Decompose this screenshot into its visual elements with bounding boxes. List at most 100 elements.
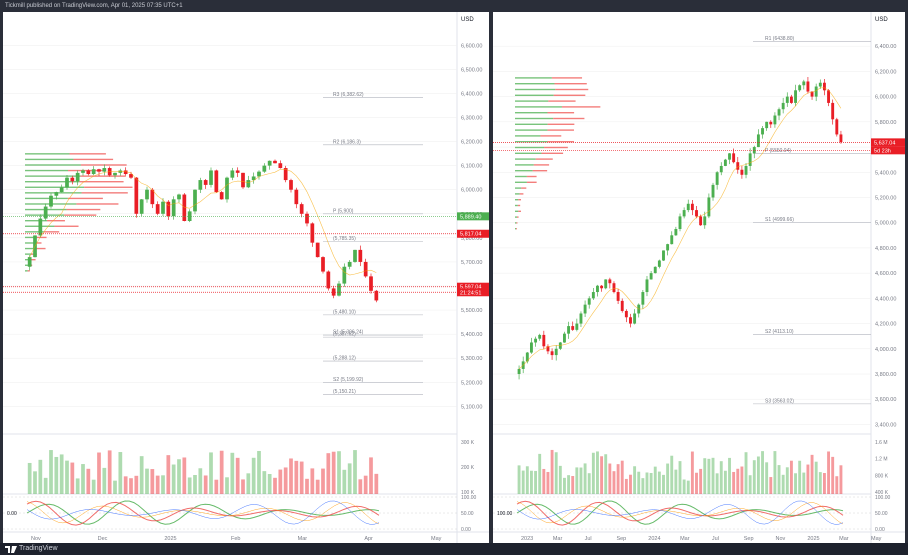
volume-profile-bar-buy [25,169,69,172]
volume-profile-bar-sell [517,204,521,207]
volume-profile-bar-sell [532,170,548,172]
volume-bar [246,473,251,494]
volume-bar [161,475,165,494]
volume-bar [736,468,740,494]
volume-profile-bar-buy [515,152,542,154]
time-axis-label: 2024 [648,536,660,542]
volume-profile-bar-buy [515,135,541,137]
volume-bar [353,450,357,494]
volume-bar [155,475,160,494]
time-axis-label: Nov [31,536,41,542]
time-axis-label: Dec [98,536,108,542]
volume-bar [257,450,261,494]
volume-bar [262,471,267,494]
chart-panel-right[interactable]: 6,400.006,200.006,000.005,800.005,600.00… [493,12,905,543]
time-axis-label: May [871,536,882,542]
candle-body [91,169,96,175]
price-tick-label: 6,600.00 [461,43,482,49]
pivot-label: (5,480.10) [333,309,356,315]
volume-profile-bar-buy [515,141,548,143]
pivot-label: S2 (4113.10) [765,329,794,335]
volume-profile-bar-buy [25,220,47,222]
candle-body [113,172,117,176]
candle-body [579,313,583,324]
volume-profile-bar-sell [34,242,42,244]
candle-body [193,189,197,212]
volume-bar [337,451,341,494]
candle-body [789,96,793,103]
volume-profile-bar-sell [36,236,47,239]
candle-body [670,235,674,245]
volume-bar [798,460,802,494]
candle-body [321,257,325,272]
volume-bar [587,473,591,494]
candle-body [752,147,756,154]
volume-bar [363,475,368,494]
pivot-label: S3 (3563.02) [765,398,794,404]
candle-body [839,134,843,142]
volume-bar [542,468,546,494]
volume-bar [769,477,773,494]
volume-bar [839,465,843,494]
candle-body [678,216,682,229]
volume-tick-label: 100 K [461,490,475,496]
volume-bar [241,479,245,494]
volume-bar [711,457,715,494]
price-tick-label: 5,700.00 [461,260,482,266]
price-tick-label: 6,000.00 [875,95,896,101]
oscillator-left-label: 0.00 [7,511,17,517]
candle-body [38,218,43,236]
pivot-label: S1 (5,396.24) [333,330,364,336]
oscillator-tick-label: 0.00 [875,527,885,533]
candle-body [278,163,283,169]
price-tag-label: 21:24:51 [460,290,481,296]
candle-body [347,261,352,267]
volume-bar [649,472,653,494]
pivot-label: R1 (6438.80) [765,36,795,42]
candle-body [645,279,649,293]
candle-body [719,165,723,173]
volume-bar [657,471,661,494]
volume-bar [321,468,325,494]
volume-bar [600,456,604,494]
candle-body [102,168,107,172]
candle-body [251,176,256,181]
candle-body [65,177,69,188]
price-tick-label: 5,800.00 [875,120,896,126]
candle-body [653,266,657,274]
chart-right[interactable]: 6,400.006,200.006,000.005,800.005,600.00… [493,12,905,543]
candle-body [682,210,686,217]
volume-bar [358,479,363,494]
price-tag-box [871,138,905,147]
candle-body [267,160,272,166]
volume-bar [802,472,806,494]
oscillator-tick-label: 50.00 [875,511,888,517]
volume-bar [134,475,139,494]
price-tick-label: 3,400.00 [875,422,896,428]
volume-bar [251,457,256,494]
candle-body [145,189,149,200]
candle-body [707,197,711,217]
candle-body [70,177,75,182]
volume-profile-bar-buy [515,164,534,166]
candle-body [235,170,240,173]
chart-left[interactable]: 6,600.00 6,500.00 6,400.00 6,300.00 6,200.00… [3,12,489,543]
volume-bar [299,461,304,494]
volume-bar [310,468,315,494]
candle-body [246,180,251,188]
volume-profile-bar-sell [553,94,586,96]
volume-bar [289,458,293,494]
volume-profile-bar-sell [76,203,119,205]
pivot-label: (5,785.35) [333,236,356,242]
chart-panel-left[interactable]: 6,600.00 6,500.00 6,400.00 6,300.00 6,200.00… [3,12,489,543]
volume-bar [107,450,112,494]
candle-body [315,242,320,258]
tradingview-logo[interactable]: TradingView [5,543,58,555]
volume-bar [331,451,336,494]
price-tag-box [457,212,489,221]
candle-body [262,165,267,172]
volume-bar [347,463,352,494]
moving-average-line [29,169,377,276]
volume-profile-bar-sell [80,175,126,177]
volume-profile-bar-sell [66,208,101,211]
